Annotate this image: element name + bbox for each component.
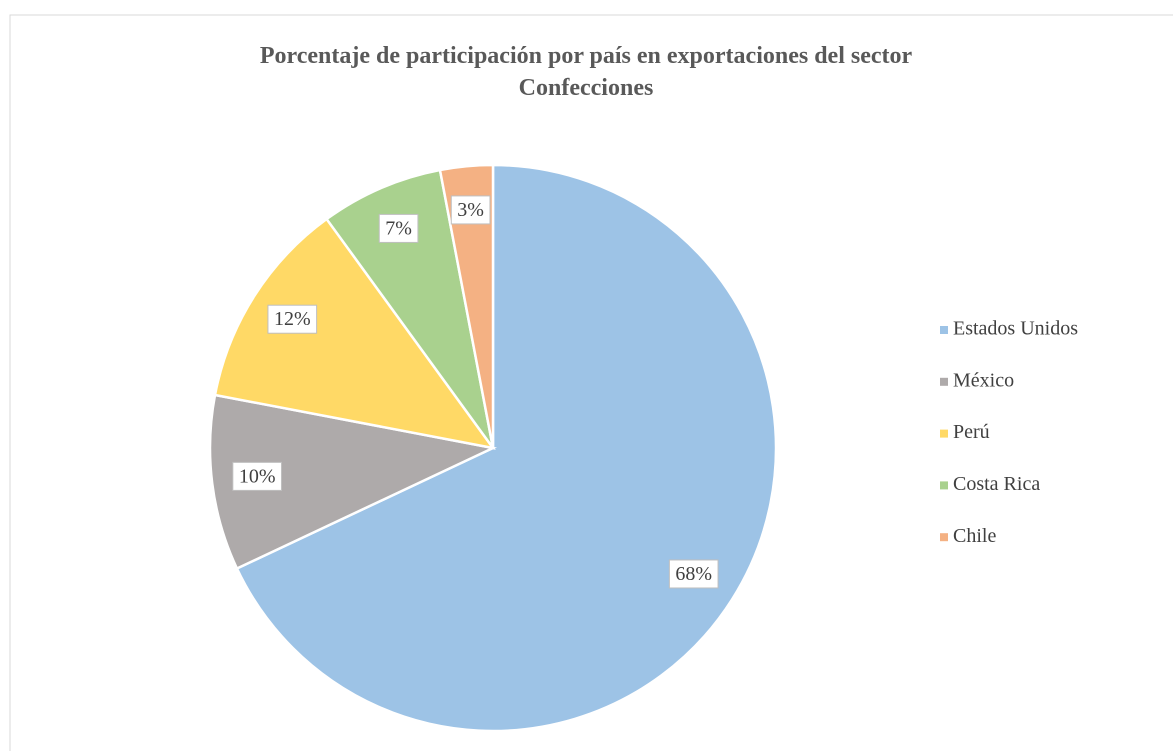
- legend-label: Costa Rica: [953, 473, 1040, 495]
- data-label-box: [668, 559, 719, 589]
- legend-label: Chile: [953, 525, 996, 547]
- data-label-box: [232, 461, 282, 491]
- pie-slice: [438, 163, 495, 449]
- legend-label: Estados Unidos: [953, 318, 1078, 340]
- data-label: 12%: [274, 308, 311, 330]
- chart-title: Porcentaje de participación por país en …: [259, 43, 913, 101]
- pie-slice: [235, 163, 778, 733]
- data-label-box: [267, 304, 318, 334]
- legend-swatch: [940, 377, 948, 386]
- legend-swatch: [940, 481, 948, 490]
- pie-slice: [208, 393, 498, 571]
- legend-swatch: [940, 533, 948, 542]
- legend-swatch: [940, 326, 948, 334]
- data-label: 7%: [385, 217, 412, 239]
- legend-label: Perú: [953, 421, 990, 443]
- pie-slice: [213, 217, 496, 450]
- data-label: 10%: [239, 465, 276, 487]
- data-label: 68%: [675, 563, 712, 585]
- legend-swatch: [940, 429, 948, 438]
- pie-slice: [324, 168, 495, 449]
- data-label-box: [378, 213, 419, 243]
- legend-label: México: [953, 369, 1014, 391]
- data-label-box: [450, 195, 491, 225]
- data-label: 3%: [457, 199, 484, 221]
